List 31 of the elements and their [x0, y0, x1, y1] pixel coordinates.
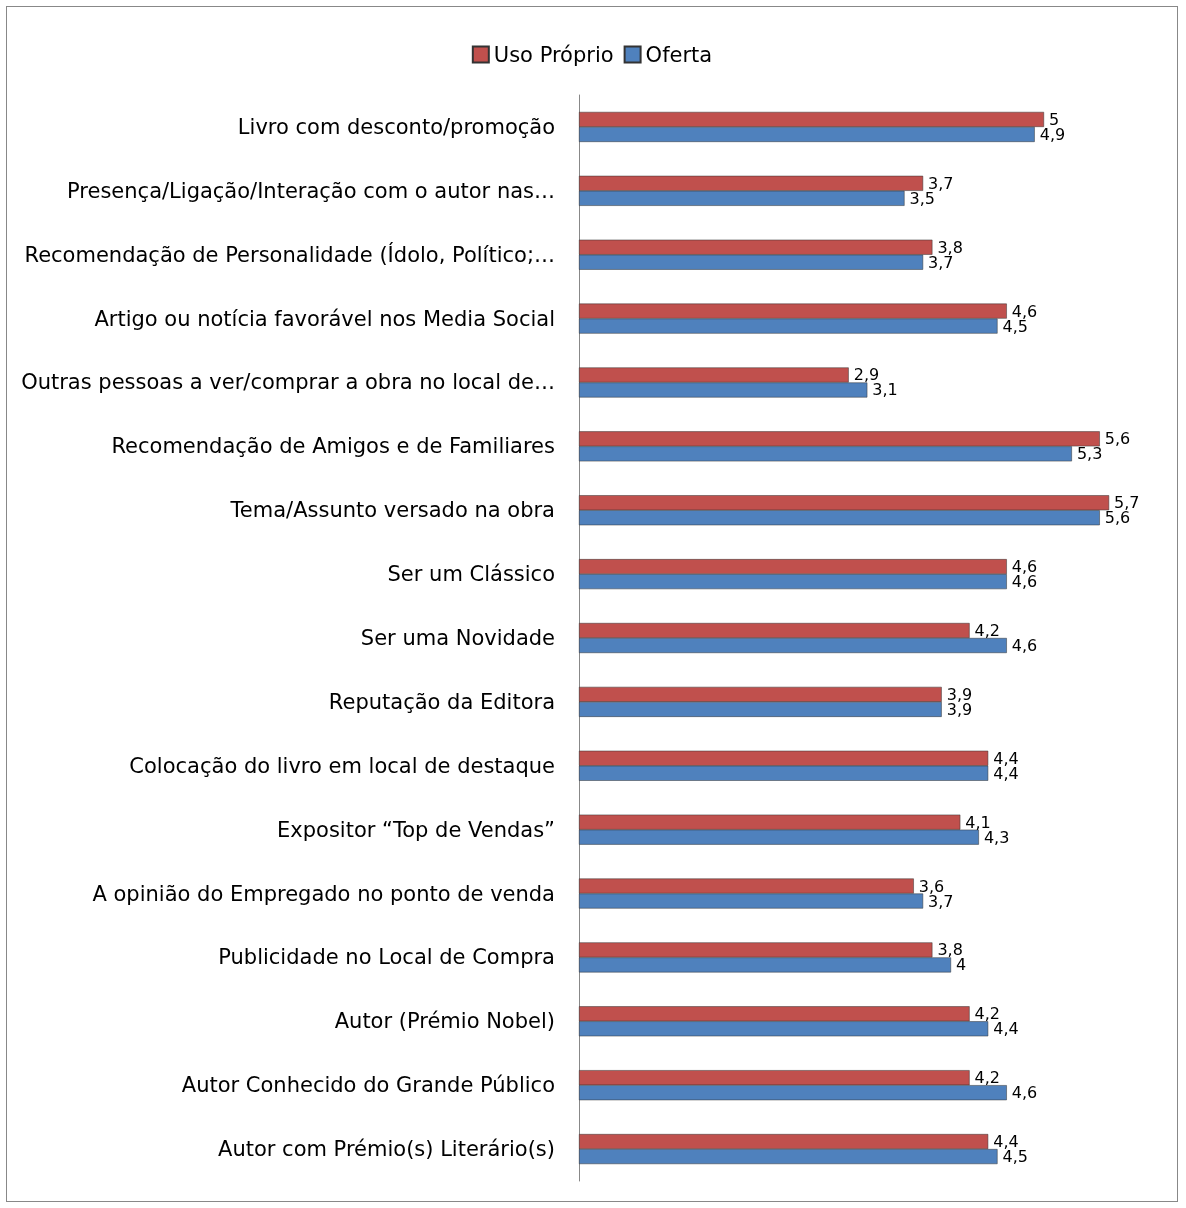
- y-tick-label: Reputação da Editora: [328, 689, 555, 714]
- data-label: 4,6: [1011, 1083, 1038, 1103]
- y-tick-label: Livro com desconto/promoção: [237, 114, 555, 139]
- data-label: 3,9: [946, 684, 973, 704]
- y-tick-label: Artigo ou notícia favorável nos Media Social: [94, 306, 555, 331]
- legend-label: Uso Próprio: [493, 42, 614, 67]
- y-tick-label: Tema/Assunto versado na obra: [229, 498, 555, 523]
- y-tick-label: Ser um Clássico: [387, 562, 555, 587]
- y-tick-label: Publicidade no Local de Compra: [218, 945, 555, 970]
- data-label: 5,3: [1076, 444, 1103, 464]
- y-tick-label: Colocação do livro em local de destaque: [129, 753, 555, 778]
- y-tick-label: Presença/Ligação/Interação com o autor nas…: [67, 178, 555, 203]
- y-tick-label: Autor Conhecido do Grande Público: [181, 1073, 555, 1098]
- data-label: 4,2: [974, 621, 1001, 640]
- y-tick-label: Recomendação de Amigos e de Familiares: [111, 434, 555, 459]
- y-tick-label: Autor (Prémio Nobel): [334, 1009, 555, 1034]
- y-tick-label: Recomendação de Personalidade (Ídolo, Político;…: [24, 241, 555, 267]
- y-tick-label: Expositor “Top de Vendas”: [277, 817, 555, 842]
- y-tick-label: Outras pessoas a ver/comprar a obra no local de…: [21, 370, 555, 395]
- data-label: 4,2: [974, 1068, 1001, 1088]
- data-label: 3,8: [937, 237, 963, 257]
- legend-label: Oferta: [645, 42, 713, 67]
- y-tick-label: Ser uma Novidade: [360, 626, 555, 650]
- y-tick-label: Autor com Prémio(s) Literário(s): [218, 1137, 555, 1162]
- data-label: 5,6: [1104, 429, 1131, 449]
- data-label: 3,6: [918, 876, 945, 896]
- y-tick-label: A opinião do Empregado no ponto de venda: [92, 881, 555, 906]
- data-label: 4,6: [1011, 636, 1038, 655]
- data-label: 5,7: [1114, 493, 1140, 513]
- data-label: 4,4: [993, 748, 1019, 768]
- data-label: 4,6: [1011, 301, 1038, 321]
